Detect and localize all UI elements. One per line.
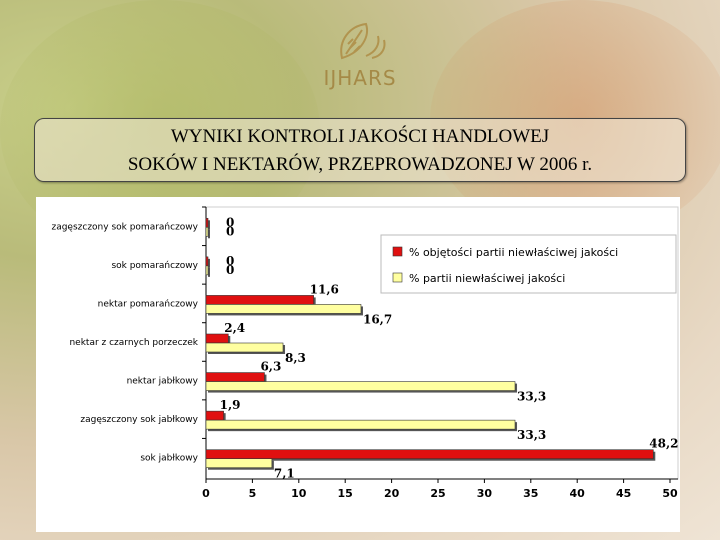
x-tick-label: 0 [202, 487, 210, 500]
bar-series-1 [205, 449, 654, 460]
data-label: 0 [226, 224, 234, 238]
data-label: 8,3 [285, 351, 306, 365]
category-label: zagęszczony sok pomarańczowy [51, 222, 198, 232]
bar-series-2 [205, 304, 362, 314]
logo-text: IJHARS [323, 66, 397, 90]
ijhars-logo: IJHARS [300, 18, 420, 98]
bar-shadow [208, 229, 210, 239]
bar-series-2 [205, 419, 516, 430]
bar-series-2 [205, 458, 273, 469]
bar-shadow [208, 267, 210, 277]
legend-label: % objętości partii niewłaściwej jakości [409, 246, 618, 259]
x-tick-label: 40 [570, 487, 586, 500]
data-label: 2,4 [224, 321, 245, 335]
data-label: 0 [226, 254, 234, 268]
category-label: nektar jabłkowy [127, 377, 199, 387]
bar-series-1 [205, 410, 224, 421]
data-label: 16,7 [363, 312, 392, 326]
bar-series-2 [205, 265, 209, 276]
x-tick-label: 50 [662, 487, 678, 500]
x-tick-label: 25 [430, 487, 445, 500]
category-label: zagęszczony sok jabłkowy [80, 415, 198, 425]
legend-box [380, 234, 677, 294]
x-tick-label: 10 [291, 487, 307, 500]
bar-shadow [208, 220, 210, 230]
chart-panel: 0 5 10 15 20 25 30 35 40 45 50 zagęszczony sok poma… [36, 197, 680, 532]
x-tick-label: 20 [384, 487, 400, 500]
bar-series-2 [205, 342, 284, 353]
data-label: 0 [226, 263, 234, 277]
category-label: sok pomarańczowy [111, 261, 198, 271]
bar-series-1 [205, 333, 229, 344]
bar-shadow [208, 258, 210, 268]
data-label: 33,3 [517, 390, 546, 404]
data-label: 33,3 [517, 428, 546, 442]
data-label: 6,3 [260, 360, 281, 374]
bar-series-2 [205, 226, 209, 237]
data-label: 11,6 [310, 282, 339, 296]
data-label: 48,2 [649, 437, 678, 451]
wheat-leaf-icon [340, 22, 386, 60]
data-label: 1,9 [220, 398, 241, 412]
bar-series-1 [205, 256, 209, 267]
legend-swatch [392, 272, 403, 283]
category-label: nektar pomarańczowy [98, 299, 199, 309]
title-line-2: SOKÓW I NEKTARÓW, PRZEPROWADZONEJ W 2006… [127, 154, 593, 175]
data-label: 7,1 [274, 467, 295, 481]
x-tick-label: 15 [338, 487, 353, 500]
x-tick-label: 30 [477, 487, 493, 500]
category-label: sok jabłkowy [140, 454, 198, 464]
data-label: 0 [226, 215, 234, 229]
bar-chart: 0 5 10 15 20 25 30 35 40 45 50 zagęszczony sok poma… [51, 206, 679, 500]
category-label: nektar z czarnych porzeczek [69, 338, 198, 348]
legend-label: % partii niewłaściwej jakości [409, 272, 565, 285]
page-title: WYNIKI KONTROLI JAKOŚCI HANDLOWEJ SOKÓW … [34, 118, 686, 182]
x-tick-label: 5 [249, 487, 257, 500]
bar-series-2 [205, 381, 516, 391]
bar-series-1 [205, 372, 265, 382]
title-line-1: WYNIKI KONTROLI JAKOŚCI HANDLOWEJ [170, 126, 550, 147]
bar-series-1 [205, 295, 314, 305]
legend-swatch [392, 246, 403, 257]
bar-series-1 [205, 217, 209, 228]
x-tick-label: 35 [523, 487, 538, 500]
x-tick-label: 45 [616, 487, 631, 500]
